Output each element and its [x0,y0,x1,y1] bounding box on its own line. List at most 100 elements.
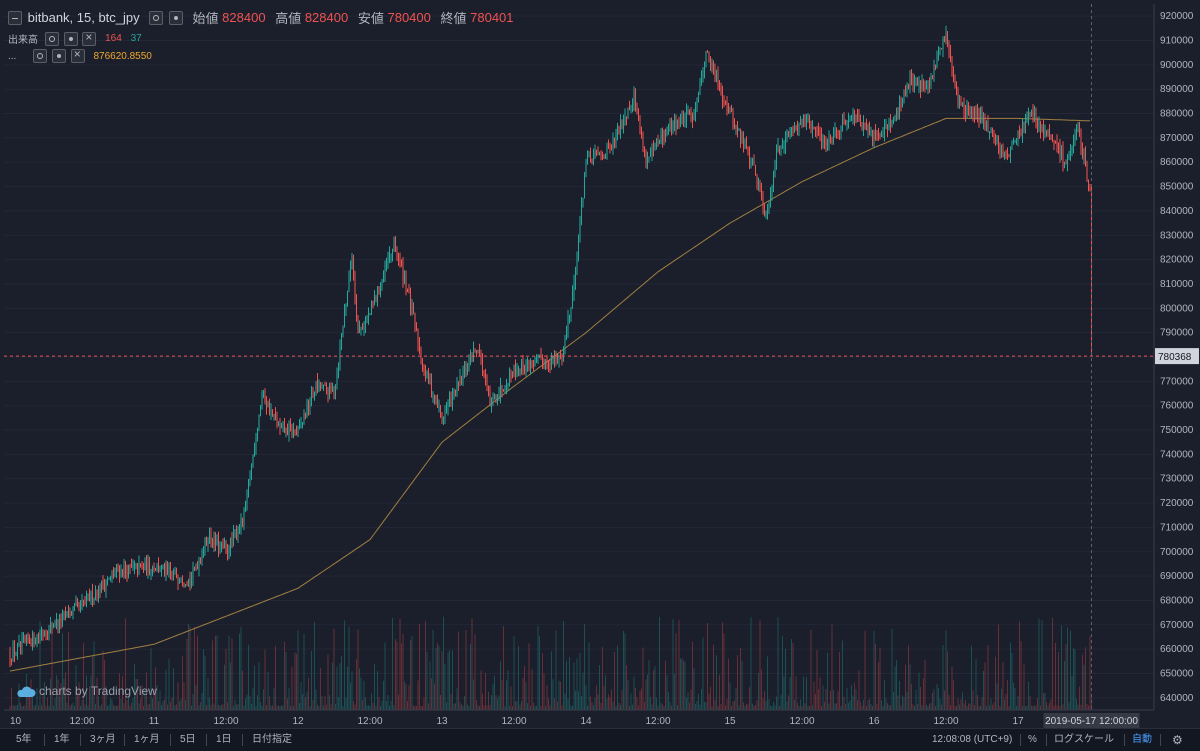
candle-body [595,152,598,154]
volume-bar [228,635,230,710]
candle-body [112,573,115,577]
percent-toggle[interactable]: % [1028,734,1037,745]
volume-bar [877,662,880,710]
candle-body [669,119,671,126]
range-1d-button[interactable]: 1日 [216,734,232,745]
candle-body [247,482,250,492]
volume-bar [90,675,92,710]
volume-bar [271,705,274,710]
candle-body [240,517,242,530]
candle-body [124,567,127,571]
candle-body [1068,155,1070,160]
volume-bar [1060,625,1063,710]
volume-bar [831,624,833,710]
eye-icon[interactable] [33,49,48,63]
candle-body [36,634,38,642]
volume-bar [543,673,545,710]
close-icon[interactable] [70,47,85,63]
candle-body [666,132,668,135]
eye-icon[interactable] [149,10,164,25]
range-3m-button[interactable]: 3ヶ月 [90,734,116,745]
candle-body [211,542,214,546]
candle-body [690,114,692,116]
candle-body [321,387,323,389]
gear-icon[interactable] [63,31,78,46]
eye-icon[interactable] [44,31,59,46]
symbol-label[interactable]: bitbank, 15, btc_jpy [27,10,140,25]
clock-display[interactable]: 12:08:08 (UTC+9) [932,734,1013,745]
candle-body [586,156,589,161]
candle-body [459,376,461,383]
candle-body [894,114,896,120]
volume-bar [183,682,185,710]
candle-body [438,406,440,408]
candle-body [304,414,307,417]
range-5d-button[interactable]: 5日 [180,734,196,745]
date-range-button[interactable]: 日付指定 [252,734,292,745]
candle-body [607,146,610,148]
candle-body [876,132,878,135]
range-5y-button[interactable]: 5年 [16,734,32,745]
candle-body [300,423,302,425]
volume-bar [661,704,664,710]
volume-bar [613,652,616,710]
candle-body [1026,117,1028,122]
candle-body [244,506,247,513]
volume-bar [703,701,706,710]
volume-bar [466,704,469,710]
volume-bar [19,702,22,710]
price-tick-label: 830000 [1160,230,1194,241]
candle-body [738,129,740,131]
candle-body [870,130,872,133]
candle-body [994,140,997,142]
collapse-icon[interactable] [8,10,22,25]
volume-bar [324,696,326,710]
volume-bar [796,702,799,710]
volume-bar [487,691,490,710]
volume-bar [1084,647,1087,710]
volume-bar [94,704,97,710]
candle-body [307,403,310,409]
range-1y-button[interactable]: 1年 [54,734,70,745]
chart-svg[interactable]: 6400006500006600006700006800006900007000… [4,4,1200,728]
candle-body [136,564,139,573]
auto-scale-toggle[interactable]: 自動 [1132,734,1152,745]
volume-label[interactable]: 出来高 [8,35,38,46]
time-tick-label: 12:00 [501,716,526,727]
volume-bar [429,661,431,710]
candle-body [133,565,136,567]
range-1m-button[interactable]: 1ヶ月 [134,734,160,745]
gear-icon[interactable] [51,49,66,63]
candle-body [864,123,866,125]
close-icon[interactable] [82,30,97,46]
volume-bar [798,705,800,710]
volume-bar [564,693,566,710]
volume-bar [559,681,562,710]
gear-icon[interactable] [168,10,183,25]
candle-body [816,130,818,132]
volume-bar [67,632,70,710]
volume-bar [444,664,446,710]
candle-body [201,555,203,561]
time-axis[interactable]: 10 12:00 11 12:00 12 12:00 13 12:00 14 12:00 15 12:… [4,709,1154,727]
candle-body [246,491,248,507]
volume-bar [40,705,43,710]
volume-bar [259,702,262,710]
settings-gear-icon[interactable]: ⚙ [1172,733,1183,747]
candle-body [339,344,341,364]
log-scale-toggle[interactable]: ログスケール [1054,734,1114,745]
volume-bar [256,695,259,710]
candle-body [64,612,67,617]
candle-body [1017,131,1019,139]
chart-plot-area[interactable]: 640000 650000 660000 670000 680000 690000 7000… [4,4,1199,728]
tradingview-watermark[interactable]: charts by TradingView [16,684,157,698]
volume-bar [180,699,182,710]
volume-bar [655,697,658,710]
candle-body [576,259,578,269]
volume-bar [957,698,959,710]
candle-body [747,147,749,154]
candle-body [121,569,124,576]
ma-label[interactable]: ... [8,50,17,62]
candle-body [787,132,790,134]
volume-bar [607,694,610,710]
